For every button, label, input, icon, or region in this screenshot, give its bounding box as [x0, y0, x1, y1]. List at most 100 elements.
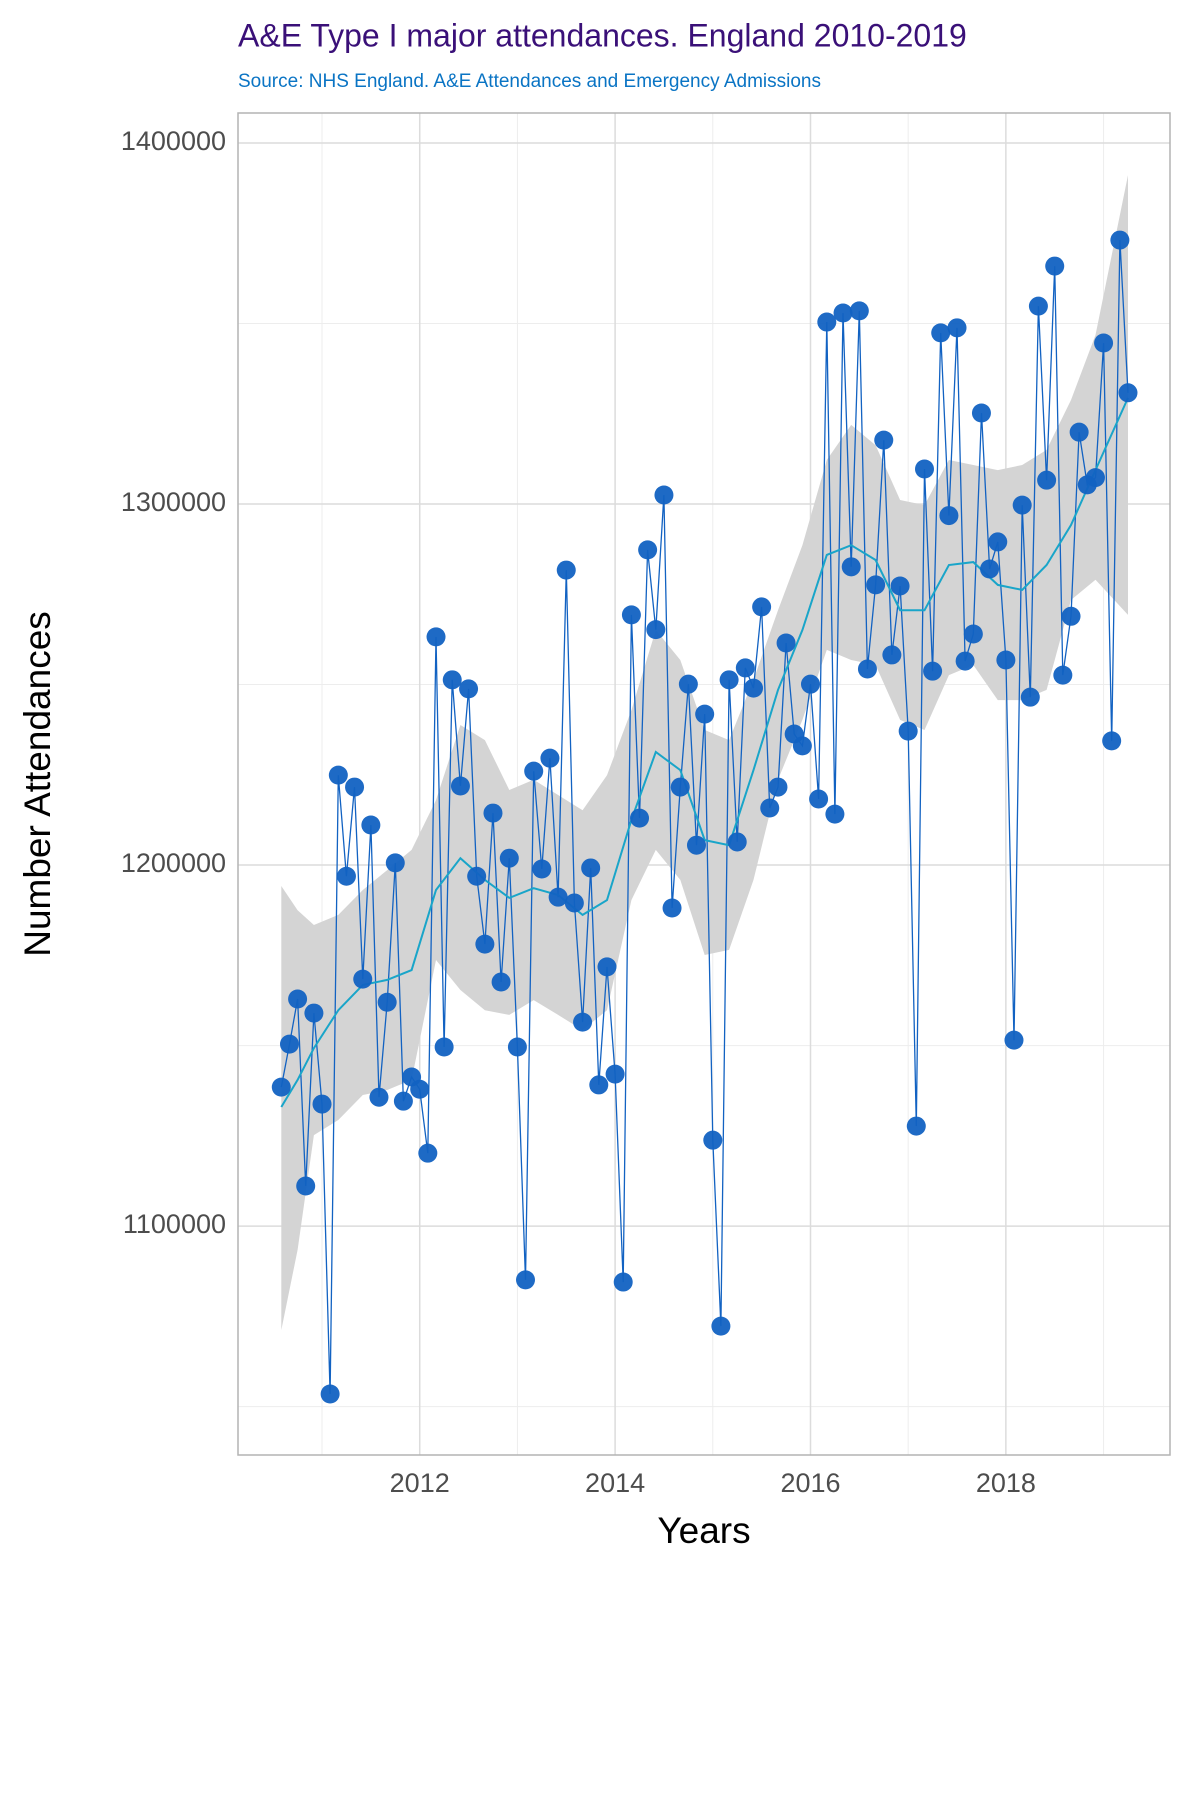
data-point — [1110, 230, 1130, 250]
data-point — [271, 1077, 291, 1097]
data-point — [963, 624, 983, 644]
data-point — [312, 1094, 332, 1114]
data-point — [418, 1143, 438, 1163]
data-point — [906, 1116, 926, 1136]
data-point — [1045, 256, 1065, 276]
data-point — [1102, 731, 1122, 751]
data-point — [654, 485, 674, 505]
x-tick-label: 2012 — [390, 1468, 450, 1498]
data-point — [825, 804, 845, 824]
data-point — [752, 597, 772, 617]
data-point — [524, 761, 544, 781]
data-point — [719, 670, 739, 690]
y-tick-label: 1400000 — [121, 126, 226, 156]
data-point — [288, 989, 308, 1009]
data-point — [776, 633, 796, 653]
data-point — [345, 777, 365, 797]
data-point — [483, 803, 503, 823]
data-point — [630, 808, 650, 828]
data-point — [279, 1034, 299, 1054]
data-point — [1028, 296, 1048, 316]
data-point — [450, 776, 470, 796]
data-point — [670, 777, 690, 797]
data-point — [1053, 665, 1073, 685]
chart-subtitle: Source: NHS England. A&E Attendances and… — [238, 71, 821, 92]
data-point — [914, 459, 934, 479]
y-tick-label: 1100000 — [123, 1209, 226, 1239]
data-point — [638, 540, 658, 560]
y-tick-label: 1200000 — [121, 848, 226, 878]
data-point — [1094, 333, 1114, 353]
data-point — [1020, 687, 1040, 707]
data-point — [410, 1079, 430, 1099]
data-point — [735, 658, 755, 678]
data-point — [686, 835, 706, 855]
data-point — [328, 765, 348, 785]
x-axis-title: Years — [657, 1510, 750, 1551]
data-point — [516, 1270, 536, 1290]
chart-title: A&E Type I major attendances. England 20… — [238, 17, 967, 53]
data-point — [385, 853, 405, 873]
data-point — [1118, 383, 1138, 403]
data-point — [662, 898, 682, 918]
data-point — [336, 866, 356, 886]
data-point — [467, 866, 487, 886]
data-point — [980, 559, 1000, 579]
data-point — [874, 430, 894, 450]
data-point — [809, 789, 829, 809]
data-point — [727, 832, 747, 852]
data-point — [369, 1087, 389, 1107]
data-point — [605, 1064, 625, 1084]
data-point — [898, 721, 918, 741]
data-point — [1037, 470, 1057, 490]
data-point — [556, 560, 576, 580]
data-point — [923, 661, 943, 681]
data-point — [849, 301, 869, 321]
data-point — [304, 1003, 324, 1023]
data-point — [573, 1012, 593, 1032]
data-point — [833, 303, 853, 323]
data-point — [939, 506, 959, 526]
data-point — [971, 403, 991, 423]
data-point — [1069, 422, 1089, 442]
y-tick-label: 1300000 — [121, 487, 226, 517]
data-point — [613, 1272, 633, 1292]
data-point — [459, 679, 479, 699]
data-point — [296, 1176, 316, 1196]
data-point — [361, 815, 381, 835]
data-point — [507, 1037, 527, 1057]
data-point — [882, 645, 902, 665]
data-point — [393, 1091, 413, 1111]
data-point — [800, 674, 820, 694]
data-point — [491, 972, 511, 992]
data-point — [744, 678, 764, 698]
smooth-line — [280, 397, 1129, 1108]
data-point — [532, 859, 552, 879]
data-point — [320, 1384, 340, 1404]
data-point — [646, 620, 666, 640]
data-point — [377, 992, 397, 1012]
data-point — [947, 318, 967, 338]
data-point — [931, 323, 951, 343]
data-point — [548, 887, 568, 907]
data-point — [621, 605, 641, 625]
data-point — [589, 1075, 609, 1095]
data-point — [866, 575, 886, 595]
data-point — [711, 1316, 731, 1336]
data-point — [564, 893, 584, 913]
data-point — [841, 557, 861, 577]
y-axis-title: Number Attendances — [17, 611, 58, 957]
data-point — [540, 748, 560, 768]
data-point — [988, 532, 1008, 552]
data-point — [996, 650, 1016, 670]
data-point — [695, 704, 715, 724]
data-point — [499, 848, 519, 868]
data-point — [890, 576, 910, 596]
data-point — [597, 957, 617, 977]
data-point — [1004, 1030, 1024, 1050]
data-point — [792, 736, 812, 756]
data-point — [678, 674, 698, 694]
confidence-band — [281, 175, 1128, 1331]
